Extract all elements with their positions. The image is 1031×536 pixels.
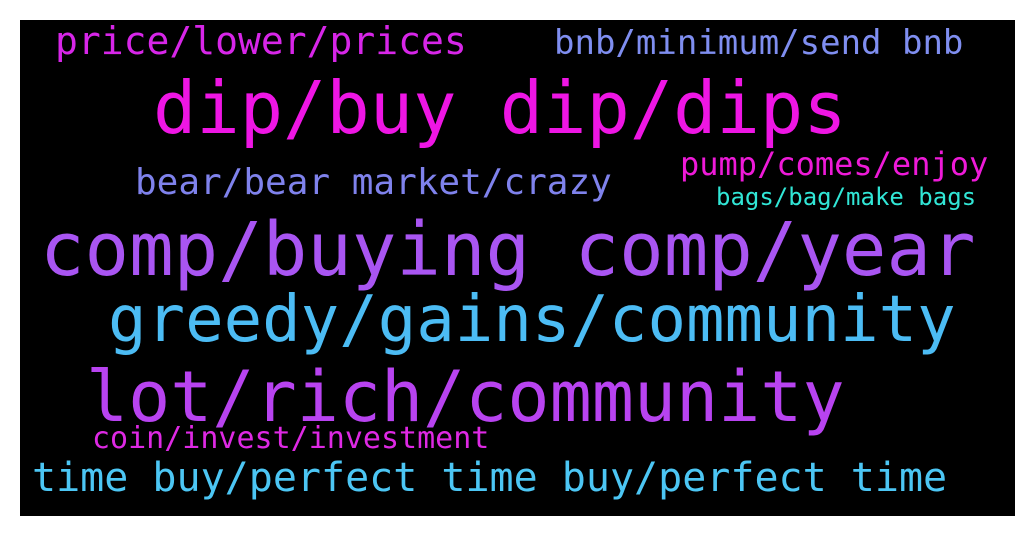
- word-coin-invest-investment: coin/invest/investment: [92, 421, 490, 456]
- word-greedy-gains-community: greedy/gains/community: [108, 283, 956, 357]
- word-dip-buy-dip-dips: dip/buy dip/dips: [153, 66, 847, 150]
- word-lot-rich-community: lot/rich/community: [86, 356, 845, 438]
- word-bear-bear-market-crazy: bear/bear market/crazy: [135, 162, 612, 203]
- word-time-buy-perfect-time: time buy/perfect time buy/perfect time: [32, 455, 948, 501]
- word-pump-comes-enjoy: pump/comes/enjoy: [680, 145, 989, 183]
- word-price-lower-prices: price/lower/prices: [55, 20, 467, 63]
- word-bnb-minimum-send-bnb: bnb/minimum/send bnb: [554, 23, 964, 63]
- word-cloud: price/lower/prices bnb/minimum/send bnb …: [20, 20, 1015, 516]
- word-bags-bag-make-bags: bags/bag/make bags: [716, 183, 977, 211]
- word-comp-buying-comp-year: comp/buying comp/year: [40, 207, 976, 293]
